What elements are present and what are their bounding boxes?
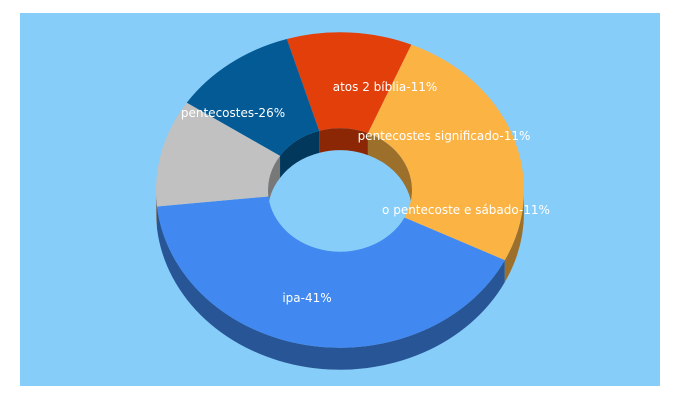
slice-inner-wall-pentecostes <box>367 133 412 212</box>
slice-inner-wall-pentecostes significado <box>280 130 320 178</box>
slice-pentecostes-significado[interactable] <box>186 39 320 156</box>
slice-atos-2-bíblia[interactable] <box>286 32 412 134</box>
slice-pentecostes[interactable] <box>367 44 524 261</box>
slice-inner-wall-atos 2 bíblia <box>319 128 368 156</box>
slice-o-pentecoste-e-sábado[interactable] <box>156 102 281 207</box>
donut-sides <box>156 128 524 370</box>
slice-label-ipa: ipa-41% <box>282 291 331 305</box>
slice-side-ipa <box>157 206 505 370</box>
slice-label-pentecostes-significado: pentecostes significado-11% <box>358 129 531 143</box>
slice-label-atos-2-bíblia: atos 2 bíblia-11% <box>333 80 438 94</box>
donut-top <box>156 32 524 348</box>
slice-label-pentecostes: pentecostes-26% <box>181 106 285 120</box>
slice-side-pentecostes <box>504 190 524 283</box>
slice-side-o pentecoste e sábado <box>156 190 158 229</box>
slice-ipa[interactable] <box>157 196 505 348</box>
slice-label-o-pentecoste-e-sábado: o pentecoste e sábado-11% <box>382 203 550 217</box>
slice-inner-wall-o pentecoste e sábado <box>268 155 281 212</box>
